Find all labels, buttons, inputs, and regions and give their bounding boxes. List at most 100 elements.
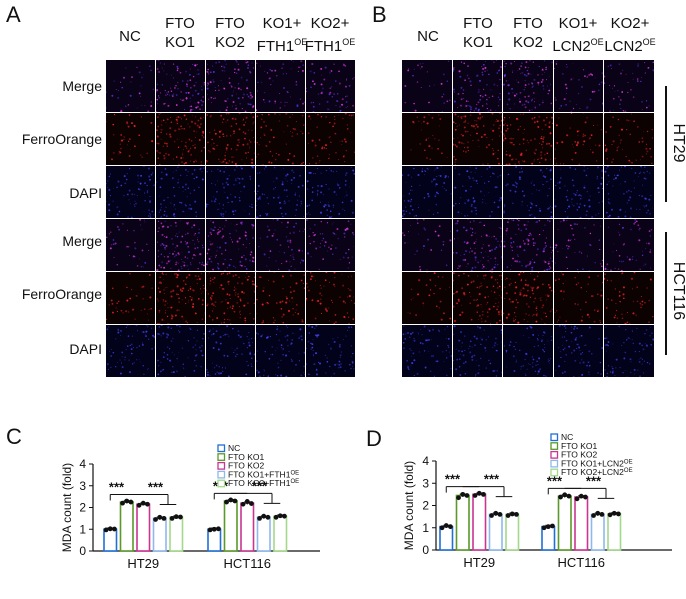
cell-dot xyxy=(420,65,423,68)
cell-dot xyxy=(196,63,198,66)
cell-dot xyxy=(278,153,280,156)
cell-dot xyxy=(419,265,421,268)
cell-dot xyxy=(576,343,578,346)
cell-dot xyxy=(160,131,162,133)
cell-dot xyxy=(623,297,626,300)
cell-dot xyxy=(215,198,217,200)
cell-dot xyxy=(350,199,353,202)
cell-dot xyxy=(231,118,234,120)
cell-dot xyxy=(476,275,478,277)
cell-dot xyxy=(644,263,647,266)
cell-dot xyxy=(549,220,551,222)
cell-dot xyxy=(642,250,644,252)
panel-a-column-label: FTO KO2 xyxy=(190,14,270,52)
cell-dot xyxy=(189,68,191,70)
cell-dot xyxy=(484,60,486,62)
cell-dot xyxy=(257,81,259,84)
cell-dot xyxy=(108,233,110,235)
cell-dot xyxy=(232,210,235,213)
cell-dot xyxy=(516,117,519,120)
cell-dot xyxy=(266,212,269,215)
cell-dot xyxy=(470,203,473,206)
micrograph-speckle xyxy=(554,219,604,271)
cell-dot xyxy=(505,292,508,295)
micrograph-speckle xyxy=(106,113,154,161)
cell-dot xyxy=(606,263,609,266)
cell-dot xyxy=(183,114,186,117)
cell-dot xyxy=(443,360,445,362)
cell-dot xyxy=(198,241,200,243)
cell-dot xyxy=(344,85,347,88)
cell-dot xyxy=(276,238,279,241)
cell-dot xyxy=(637,300,639,303)
chart-d-data-point xyxy=(566,493,572,499)
cell-dot xyxy=(441,96,443,98)
cell-dot xyxy=(332,125,334,128)
cell-dot xyxy=(158,264,161,267)
chart-c-data-point xyxy=(136,502,142,508)
cell-dot xyxy=(433,375,436,377)
cell-dot xyxy=(233,352,235,354)
cell-dot xyxy=(273,321,275,324)
cell-dot xyxy=(463,335,465,337)
cell-dot xyxy=(173,205,175,207)
cell-dot xyxy=(494,186,497,189)
cell-dot xyxy=(220,130,222,132)
cell-dot xyxy=(614,85,616,87)
cell-dot xyxy=(157,287,160,289)
cell-dot xyxy=(604,113,606,115)
cell-dot xyxy=(296,133,298,135)
cell-dot xyxy=(241,221,244,224)
cell-dot xyxy=(282,168,284,170)
cell-dot xyxy=(489,258,491,260)
cell-dot xyxy=(507,80,509,82)
cell-dot xyxy=(190,87,192,89)
cell-dot xyxy=(636,286,639,289)
cell-dot xyxy=(115,88,117,90)
cell-dot xyxy=(266,197,268,199)
cell-dot xyxy=(600,347,603,349)
micrograph-speckle xyxy=(106,325,155,376)
cell-dot xyxy=(512,355,516,358)
cell-dot xyxy=(597,187,600,190)
cell-dot xyxy=(262,320,265,322)
cell-dot xyxy=(517,128,520,131)
cell-dot xyxy=(606,307,608,309)
cell-dot xyxy=(575,337,577,339)
micrograph-cell-dapi xyxy=(402,166,452,218)
cell-dot xyxy=(439,331,441,333)
cell-dot xyxy=(624,322,628,324)
cell-dot xyxy=(425,138,428,140)
cell-dot xyxy=(111,94,114,97)
cell-dot xyxy=(648,198,651,201)
cell-dot xyxy=(535,320,538,323)
cell-dot xyxy=(636,220,639,223)
cell-dot xyxy=(492,83,495,86)
cell-dot xyxy=(480,65,482,67)
cell-dot xyxy=(268,140,271,143)
cell-dot xyxy=(436,191,438,194)
cell-dot xyxy=(498,227,500,229)
cell-dot xyxy=(635,159,638,161)
cell-dot xyxy=(545,244,548,247)
cell-dot xyxy=(129,297,132,300)
cell-dot xyxy=(248,276,250,278)
cell-dot xyxy=(206,203,208,206)
cell-dot xyxy=(576,268,579,271)
cell-dot xyxy=(218,246,222,249)
cell-dot xyxy=(263,194,265,196)
cell-dot xyxy=(176,273,179,277)
cell-dot xyxy=(162,356,165,358)
cell-dot xyxy=(592,295,594,297)
cell-dot xyxy=(514,281,517,284)
cell-dot xyxy=(601,200,604,203)
cell-dot xyxy=(631,113,633,115)
cell-dot xyxy=(524,358,526,361)
cell-dot xyxy=(589,137,591,139)
cell-dot xyxy=(571,179,574,181)
cell-dot xyxy=(143,219,146,221)
cell-dot xyxy=(348,323,350,324)
cell-dot xyxy=(302,231,304,233)
cell-dot xyxy=(218,325,220,326)
cell-dot xyxy=(151,140,154,143)
